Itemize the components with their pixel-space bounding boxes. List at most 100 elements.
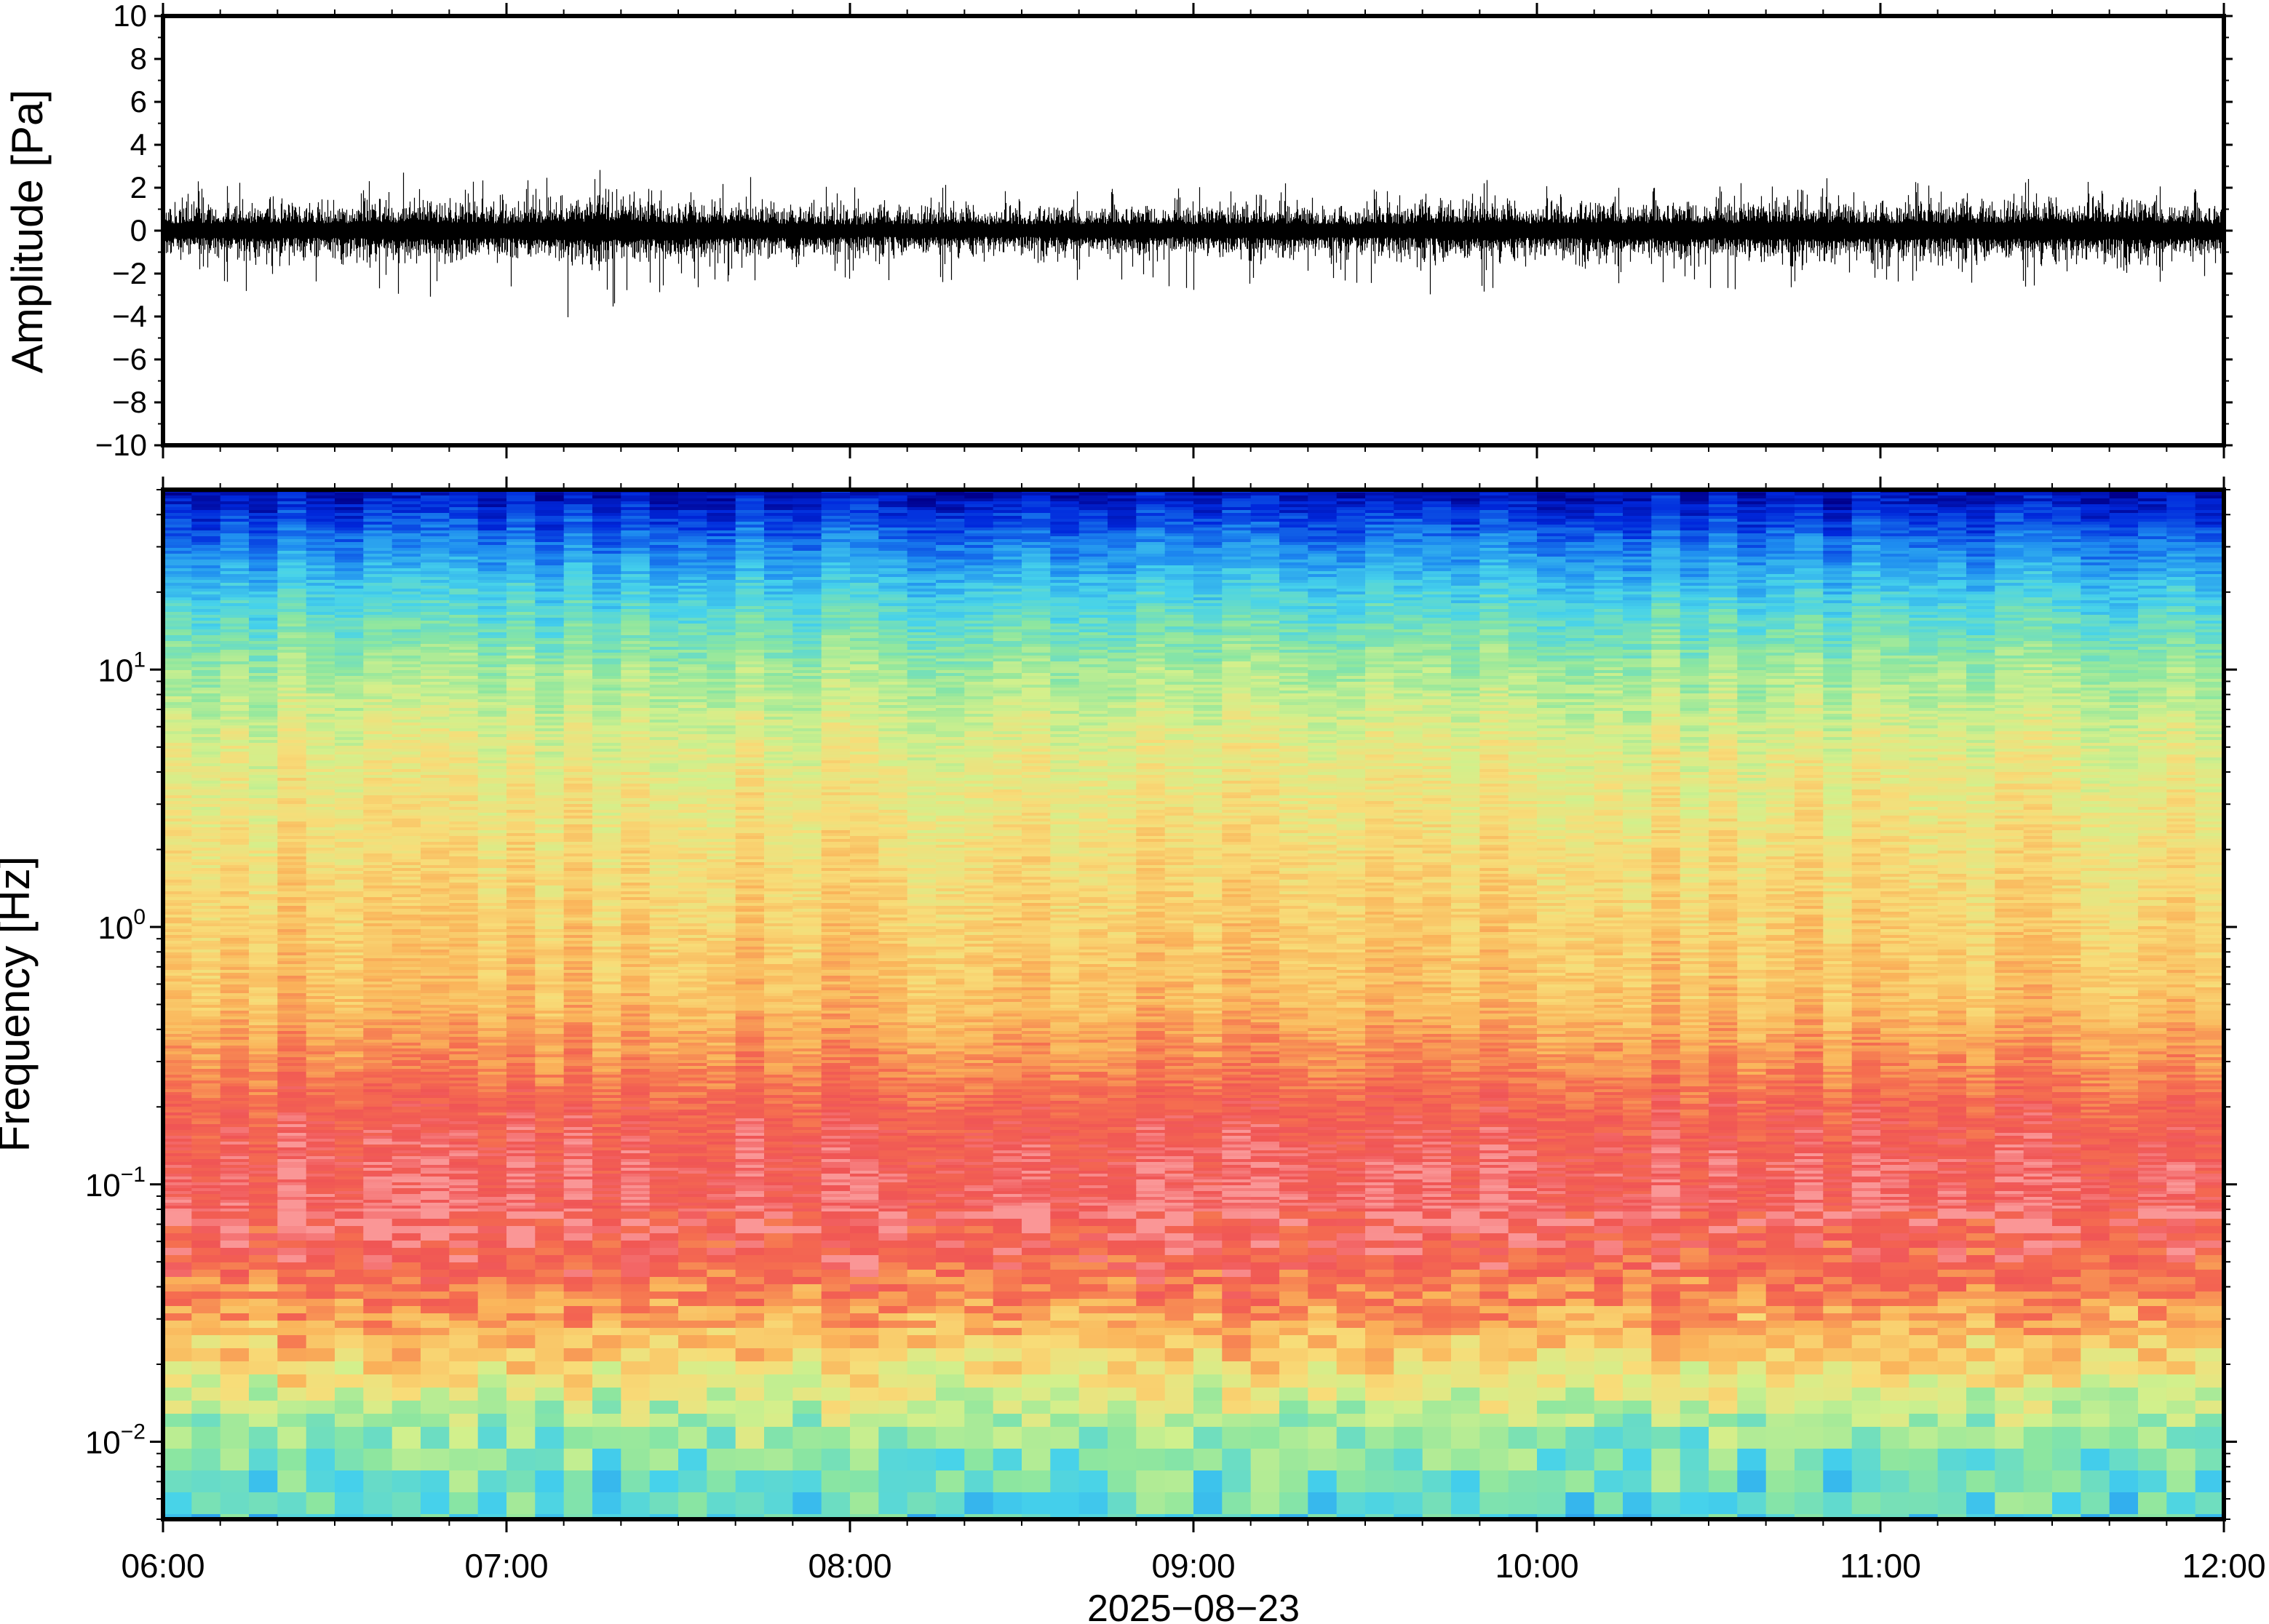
spectrogram-cell [163, 1255, 192, 1263]
spectrogram-cell [363, 560, 393, 563]
spectrogram-cell [592, 1470, 621, 1493]
spectrogram-cell [249, 693, 278, 697]
spectrogram-cell [621, 947, 651, 950]
spectrogram-cell [506, 1019, 536, 1023]
spectrogram-cell [449, 699, 479, 703]
spectrogram-cell [477, 641, 507, 645]
spectrogram-cell [335, 749, 364, 752]
spectrogram-cell [649, 705, 679, 709]
spectrogram-cell [449, 1185, 479, 1189]
spectrogram-cell [306, 1057, 335, 1061]
spectrogram-cell [621, 1136, 651, 1139]
spectrogram-cell [535, 987, 565, 991]
spectrogram-cell [563, 1211, 593, 1219]
spectrogram-cell [506, 536, 536, 540]
spectrogram-cell [306, 915, 335, 918]
spectrogram-cell [191, 551, 221, 554]
spectrogram-cell [220, 1226, 250, 1234]
spectrogram-cell [335, 1492, 364, 1515]
spectrogram-cell [535, 865, 565, 869]
spectrogram-cell [421, 746, 450, 749]
spectrogram-cell [335, 851, 364, 854]
spectrogram-cell [621, 1313, 651, 1321]
spectrogram-cell [306, 1080, 335, 1084]
spectrogram-cell [535, 935, 565, 939]
spectrogram-cell [277, 842, 307, 845]
spectrogram-cell [477, 504, 507, 508]
spectrogram-cell [363, 883, 393, 886]
spectrogram-cell [592, 1174, 621, 1177]
spectrogram-cell [477, 947, 507, 950]
spectrogram-cell [535, 1104, 565, 1107]
spectrogram-cell [649, 632, 679, 636]
spectrogram-cell [563, 1255, 593, 1263]
spectrogram-cell [363, 935, 393, 939]
spectrogram-cell [621, 1335, 651, 1349]
spectrogram-cell [449, 1019, 479, 1023]
spectrogram-cell [277, 915, 307, 918]
spectrogram-cell [535, 1107, 565, 1110]
spectrogram-cell [449, 787, 479, 790]
spectrogram-cell [306, 1092, 335, 1096]
spectrogram-cell [277, 1142, 307, 1145]
spectrogram-cell [163, 851, 192, 854]
spectrogram-cell [220, 1095, 250, 1099]
spectrogram-cell [277, 1159, 307, 1163]
spectrogram-cell [477, 743, 507, 747]
spectrogram-cell [535, 853, 565, 857]
spectrogram-cell [335, 1401, 364, 1414]
spectrogram-cell [421, 740, 450, 744]
spectrogram-cell [449, 1241, 479, 1249]
spectrogram-cell [306, 1136, 335, 1139]
spectrogram-cell [592, 1002, 621, 1006]
spectrogram-cell [449, 1165, 479, 1169]
spectrogram-cell [220, 702, 250, 706]
spectrogram-cell [163, 1197, 192, 1201]
spectrogram-cell [163, 1092, 192, 1096]
spectrogram-cell [220, 1177, 250, 1180]
spectrogram-cell [621, 789, 651, 793]
spectrogram-cell [277, 1335, 307, 1349]
spectrogram-cell [421, 1427, 450, 1449]
spectrogram-cell [621, 1209, 651, 1212]
spectrogram-cell [421, 560, 450, 563]
spectrogram-cell [220, 1284, 250, 1292]
spectrogram-cell [335, 920, 364, 924]
spectrogram-cell [563, 865, 593, 869]
spectrogram-cell [249, 1115, 278, 1119]
spectrogram-cell [220, 1098, 250, 1102]
spectrogram-cell [592, 1127, 621, 1131]
spectrogram-cell [592, 813, 621, 816]
spectrogram-cell [191, 1165, 221, 1169]
spectrogram-cell [191, 688, 221, 691]
spectrogram-cell [535, 1031, 565, 1035]
spectrogram-cell [392, 787, 421, 790]
spectrogram-cell [163, 632, 192, 636]
spectrogram-cell [220, 720, 250, 723]
spectrogram-cell [392, 1054, 421, 1058]
spectrogram-cell [392, 868, 421, 872]
spectrogram-cell [392, 746, 421, 749]
spectrogram-cell [335, 1321, 364, 1329]
spectrogram-cell [220, 874, 250, 877]
spectrogram-cell [191, 1203, 221, 1206]
spectrogram-cell [249, 670, 278, 674]
spectrogram-cell [449, 868, 479, 872]
spectrogram-cell [535, 749, 565, 752]
spectrogram-cell [592, 967, 621, 971]
spectrogram-cell [477, 877, 507, 880]
spectrogram-cell [163, 821, 192, 825]
spectrogram-cell [535, 880, 565, 883]
spectrogram-cell [163, 1101, 192, 1104]
spectrogram-cell [363, 545, 393, 549]
spectrogram-cell [421, 824, 450, 828]
spectrogram-cell [621, 720, 651, 723]
spectrogram-cell [535, 938, 565, 942]
spectrogram-cell [506, 906, 536, 909]
spectrogram-cell [649, 816, 679, 819]
spectrogram-cell [592, 603, 621, 607]
spectrogram-cell [535, 1139, 565, 1142]
spectrogram-cell [449, 979, 479, 982]
spectrogram-cell [191, 493, 221, 496]
spectrogram-cell [421, 833, 450, 837]
